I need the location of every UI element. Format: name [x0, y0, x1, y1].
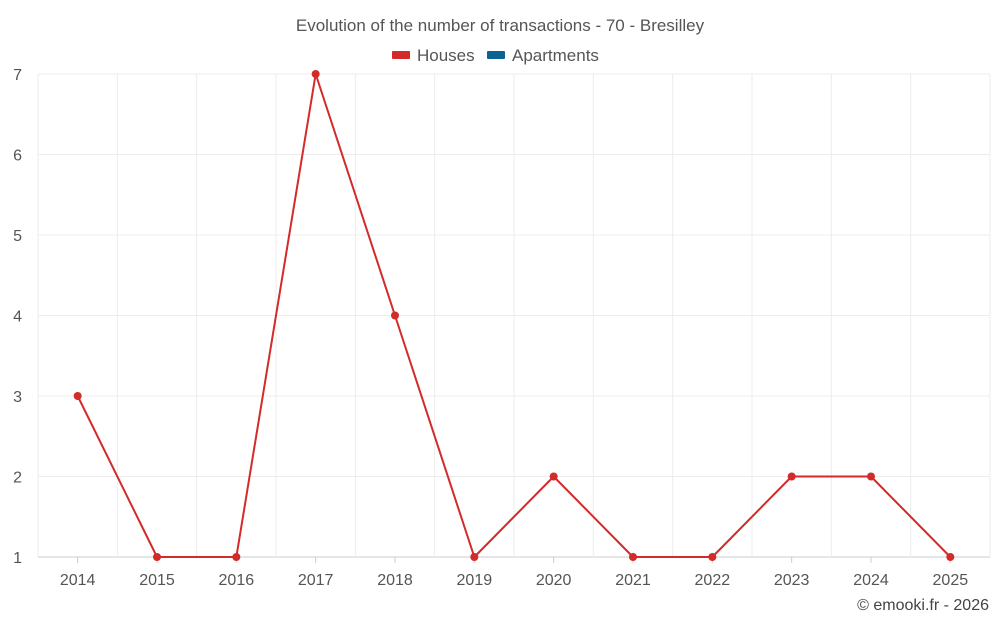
- x-tick-label: 2023: [774, 572, 810, 589]
- legend-item-houses[interactable]: Houses: [392, 46, 475, 65]
- legend-label-houses: Houses: [417, 46, 475, 65]
- credit-text: © emooki.fr - 2026: [857, 597, 989, 614]
- legend-swatch-apartments: [487, 51, 505, 59]
- y-tick-label: 2: [13, 470, 22, 487]
- data-point-houses[interactable]: [549, 472, 558, 481]
- data-point-houses[interactable]: [629, 553, 637, 561]
- data-point-houses[interactable]: [470, 553, 479, 561]
- series-line-houses: [76, 73, 952, 558]
- y-tick-label: 4: [13, 309, 22, 326]
- x-tick-label: 2020: [536, 572, 572, 589]
- data-point-houses[interactable]: [232, 553, 241, 561]
- data-point-houses[interactable]: [311, 70, 320, 78]
- y-tick-label: 3: [13, 389, 22, 406]
- data-point-houses[interactable]: [73, 392, 82, 400]
- y-tick-label: 1: [13, 550, 22, 567]
- x-tick-label: 2015: [139, 572, 175, 589]
- y-tick-label: 5: [13, 228, 22, 245]
- legend[interactable]: Houses Apartments: [392, 46, 599, 65]
- data-point-houses[interactable]: [391, 311, 399, 320]
- x-tick-label: 2019: [457, 572, 493, 589]
- y-axis: 1 2 3 4 5 6 7: [13, 67, 22, 567]
- data-point-houses[interactable]: [867, 472, 875, 481]
- legend-item-apartments[interactable]: Apartments: [487, 46, 599, 65]
- x-tick-label: 2014: [60, 572, 96, 589]
- legend-swatch-houses: [392, 51, 410, 59]
- data-point-houses[interactable]: [946, 553, 955, 561]
- legend-label-apartments: Apartments: [512, 46, 599, 65]
- x-tick-label: 2021: [615, 572, 651, 589]
- x-tick-label: 2025: [933, 572, 969, 589]
- data-point-houses[interactable]: [153, 553, 161, 561]
- y-tick-label: 6: [13, 148, 22, 165]
- x-tick-label: 2024: [853, 572, 889, 589]
- x-tick-label: 2017: [298, 572, 334, 589]
- y-tick-label: 7: [13, 67, 22, 84]
- series-layer: [73, 70, 955, 561]
- x-tick-label: 2018: [377, 572, 413, 589]
- data-point-houses[interactable]: [708, 553, 717, 561]
- x-tick-label: 2016: [219, 572, 255, 589]
- data-point-houses[interactable]: [787, 472, 796, 481]
- x-axis: 2014 2015 2016 2017 2018 2019 2020 2021 2022 2023…: [60, 557, 968, 589]
- grid: [37, 73, 991, 558]
- chart-title: Evolution of the number of transactions …: [296, 16, 705, 35]
- x-tick-label: 2022: [695, 572, 731, 589]
